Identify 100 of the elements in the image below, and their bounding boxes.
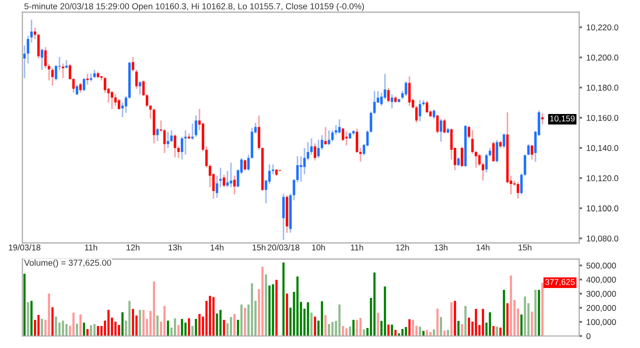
candlestick [502,132,506,149]
candlestick [516,182,520,200]
bar [79,314,82,336]
bar [408,319,411,336]
candlestick [324,126,327,146]
candlestick [468,125,470,140]
candlestick [418,99,422,122]
candlestick [356,128,358,154]
bar [240,304,243,336]
candlestick [460,146,464,168]
y-tick-label: 10,180.0 [586,84,618,92]
bar [440,316,442,336]
bar [37,314,40,336]
bar [510,275,512,336]
candlestick [432,108,436,120]
candlestick [485,153,488,174]
bar [268,285,271,336]
bar [454,300,456,336]
bar [534,290,537,336]
bar [174,318,176,336]
y-tick-label: 10,220.0 [586,24,618,32]
bar [306,302,310,336]
candlestick [530,144,534,160]
bar [128,300,131,336]
y-tick-label: 10,120.0 [586,175,618,182]
bar [261,266,264,336]
bar [502,290,506,336]
bar [314,316,316,336]
y-tick-label: 300,000 [586,290,616,298]
candlestick [62,62,64,79]
bar [345,328,348,336]
bar [468,318,470,336]
bar [275,280,278,336]
x-tick-label: 11h [350,244,364,250]
bar [373,272,376,336]
bar [310,312,313,336]
bar [198,314,201,336]
y-tick-label: 0 [586,333,590,340]
candlestick [342,127,344,142]
candlestick [440,118,442,142]
y-tick-label: 10,100.0 [586,205,618,212]
candlestick [191,122,194,141]
bar [30,300,33,336]
bar [26,302,30,336]
candlestick [338,118,341,134]
bar [464,306,467,336]
y-tick-label: 10,080.0 [586,236,618,242]
bar [51,307,54,336]
bar [272,284,274,336]
y-tick-label: 100,000 [586,319,616,326]
bar [376,312,380,336]
bar [48,294,50,336]
y-tick-label: 10,140.0 [586,145,618,152]
bar [520,314,523,336]
bar [142,310,145,336]
bar [286,294,288,336]
bar [233,314,236,336]
bar [152,282,156,336]
candlestick [471,130,474,155]
bar [132,308,134,336]
bar [184,322,187,336]
bar [156,316,159,336]
bar [188,318,190,336]
bar [450,302,453,336]
x-tick-label: 12h [396,244,409,250]
candlestick [314,142,316,162]
candlestick [387,87,390,104]
x-tick-label: 20/03/18 [268,244,300,250]
candlestick [390,94,394,110]
bar [230,316,232,336]
candlestick [317,139,320,159]
bar [208,296,212,336]
bar [530,312,534,336]
text: 377,625 [545,279,575,286]
y-tick-label: 10,200.0 [586,54,618,62]
bar [54,316,58,336]
y-tick-label: 400,000 [586,276,616,284]
bar [212,297,215,336]
bar [264,274,268,336]
bar [384,286,386,336]
bar [324,314,327,336]
bar [216,314,218,336]
candlestick [86,73,89,86]
bar [244,308,246,336]
bar [72,312,75,336]
candlestick [496,139,498,164]
bar [166,320,170,336]
bar [506,303,509,336]
x-tick-label: 14h [210,244,224,250]
bar [474,308,478,336]
bar [163,306,166,336]
chart-title: Volume() = 377,625.00 [24,259,112,268]
bar [250,283,254,336]
candlestick [443,118,446,134]
y-tick-label: 500,000 [586,262,616,270]
bar [538,290,540,336]
bar [23,274,26,336]
bar [82,322,86,336]
x-tick-label: 15h [518,244,532,250]
x-tick-label: 10h [312,244,325,250]
